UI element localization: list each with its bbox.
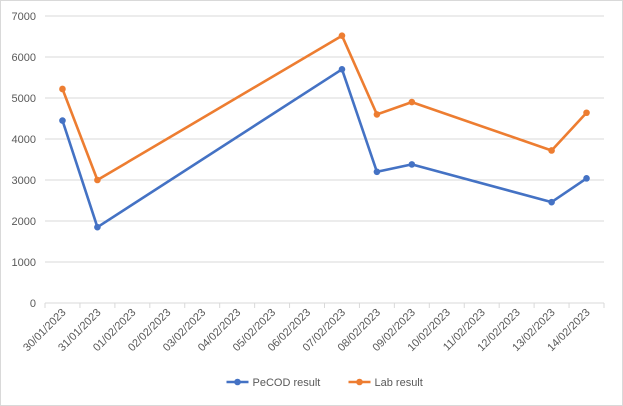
legend: PeCOD result Lab result [226, 377, 423, 389]
data-point [338, 32, 346, 39]
x-axis-ticks: 30/01/202331/01/202301/02/202302/02/2023… [21, 303, 605, 354]
y-tick-label: 5000 [12, 93, 36, 105]
y-tick-label: 7000 [12, 11, 36, 23]
y-tick-label: 1000 [12, 257, 36, 269]
data-point [548, 198, 555, 206]
data-point [94, 176, 101, 184]
data-point [59, 85, 66, 93]
series-line-0 [61, 68, 588, 229]
legend-swatch-marker [356, 378, 363, 386]
y-tick-label: 0 [30, 298, 36, 310]
y-tick-label: 2000 [12, 216, 36, 228]
data-point [373, 111, 381, 118]
legend-label: Lab result [375, 377, 423, 389]
series-lines [59, 32, 590, 231]
data-point [59, 117, 66, 124]
y-axis-ticks: 0 1000 2000 3000 4000 5000 6000 7000 [12, 11, 36, 310]
data-point [583, 109, 590, 117]
y-tick-label: 4000 [12, 134, 36, 146]
gridlines [45, 15, 604, 304]
data-point [373, 168, 381, 176]
data-point [408, 161, 416, 168]
data-point [583, 175, 590, 182]
data-point [338, 66, 346, 73]
data-point [408, 98, 416, 106]
data-point [94, 223, 101, 231]
y-tick-label: 6000 [12, 52, 36, 64]
legend-label: PeCOD result [253, 377, 321, 389]
y-tick-label: 3000 [12, 175, 36, 187]
data-point [548, 147, 555, 154]
legend-swatch-marker [234, 378, 241, 386]
